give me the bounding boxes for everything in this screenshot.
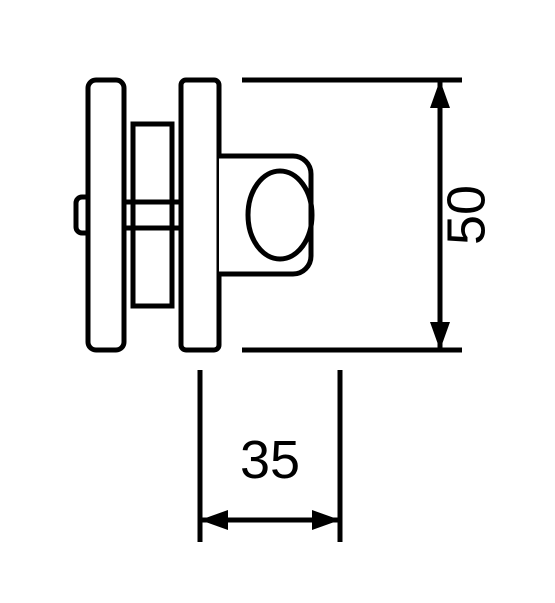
dim-50-arrow-top [430,80,450,108]
dim-35-arrow-right [312,510,340,530]
dim-35-text: 35 [240,430,300,490]
dim-50-arrow-bottom [430,322,450,350]
part-front-plate [181,80,219,350]
part-back-plate [88,80,124,350]
dim-50-text: 50 [436,185,496,245]
part-inner-sleeve [133,124,172,306]
dim-35-arrow-left [200,510,228,530]
